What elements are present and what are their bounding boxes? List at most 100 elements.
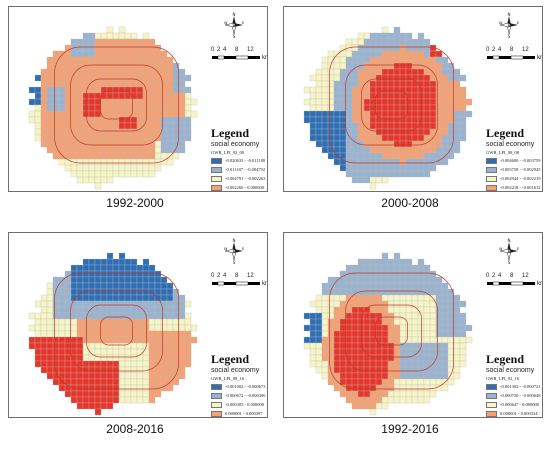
- scale-tick-label: 4: [498, 273, 502, 279]
- grid-cell: [124, 152, 132, 160]
- grid-cell: [166, 74, 174, 82]
- legend-subtitle: social economy: [211, 141, 260, 148]
- grid-cell: [148, 318, 156, 326]
- grid-cell: [393, 390, 401, 398]
- grid-cell: [339, 68, 347, 76]
- grid-cell: [345, 110, 353, 118]
- grid-cell: [393, 134, 401, 142]
- grid-cell: [100, 336, 108, 344]
- grid-cell: [148, 348, 156, 356]
- grid-cell: [339, 98, 347, 106]
- grid-cell: [166, 288, 174, 296]
- grid-cell: [423, 134, 431, 142]
- legend: Legend social economy GWR_LPI_92_00 -0.0…: [211, 127, 267, 191]
- grid-cell: [82, 276, 90, 284]
- grid-cell: [333, 384, 341, 392]
- grid-cell: [160, 122, 168, 130]
- scale-tick-label: 12: [247, 47, 254, 53]
- grid-cell: [64, 110, 72, 118]
- grid-cell: [112, 50, 120, 58]
- grid-cell: [76, 330, 84, 338]
- grid-cell: [333, 152, 341, 160]
- grid-cell: [423, 300, 431, 308]
- grid-cell: [58, 342, 66, 350]
- grid-cell: [52, 348, 60, 356]
- grid-cell: [70, 122, 78, 130]
- grid-cell: [453, 116, 461, 124]
- grid-cell: [399, 146, 407, 154]
- scale-tick-label: 12: [522, 273, 529, 279]
- grid-cell: [315, 74, 323, 82]
- grid-cell: [411, 116, 419, 124]
- scale-tick-label: 2: [217, 47, 221, 53]
- grid-cell: [112, 276, 120, 284]
- grid-cell: [160, 62, 168, 70]
- grid-cell: [345, 324, 353, 332]
- grid-cell: [82, 50, 90, 58]
- grid-cell: [381, 152, 389, 160]
- grid-cell: [100, 98, 108, 106]
- grid-cell: [399, 74, 407, 82]
- grid-cell: [381, 282, 389, 290]
- grid-cell: [387, 378, 395, 386]
- grid-cell: [363, 44, 371, 52]
- grid-cell: [381, 318, 389, 326]
- grid-cell: [339, 372, 347, 380]
- grid-cell: [345, 164, 353, 172]
- grid-cell: [124, 122, 132, 130]
- grid-cell: [130, 312, 138, 320]
- grid-cell: [130, 348, 138, 356]
- grid-cell: [40, 68, 48, 76]
- grid-cell: [172, 92, 180, 100]
- grid-cell: [357, 38, 365, 46]
- grid-cell: [154, 152, 162, 160]
- grid-cell: [154, 86, 162, 94]
- grid-cell: [339, 342, 347, 350]
- grid-cell: [88, 110, 96, 118]
- legend-swatch: [486, 185, 497, 191]
- grid-cell: [166, 300, 174, 308]
- grid-cell: [148, 300, 156, 308]
- grid-cell: [88, 330, 96, 338]
- grid-cell: [190, 336, 198, 344]
- grid-cell: [381, 384, 389, 392]
- grid-cell: [351, 312, 359, 320]
- grid-cell: [351, 270, 359, 278]
- legend-item: -0.002944 - -0.002219: [486, 175, 542, 183]
- grid-cell: [106, 134, 114, 142]
- grid-cell: [142, 276, 150, 284]
- grid-cell: [58, 354, 66, 362]
- grid-cell: [309, 134, 317, 142]
- grid-cell: [423, 336, 431, 344]
- grid-cell: [327, 50, 335, 58]
- grid-cell: [166, 104, 174, 112]
- grid-cell: [387, 140, 395, 148]
- grid-cell: [106, 324, 114, 332]
- grid-cell: [112, 158, 120, 166]
- grid-cell: [459, 360, 467, 368]
- grid-cell: [339, 62, 347, 70]
- grid-cell: [441, 360, 449, 368]
- grid-cell: [447, 300, 455, 308]
- grid-cell: [327, 86, 335, 94]
- grid-cell: [315, 140, 323, 148]
- grid-cell: [46, 104, 54, 112]
- grid-cell: [435, 318, 443, 326]
- grid-cell: [399, 134, 407, 142]
- grid-cell: [70, 342, 78, 350]
- grid-cell: [321, 300, 329, 308]
- grid-cell: [76, 390, 84, 398]
- grid-cell: [82, 74, 90, 82]
- grid-cell: [381, 294, 389, 302]
- grid-cell: [136, 282, 144, 290]
- grid-cell: [429, 50, 437, 58]
- grid-cell: [393, 288, 401, 296]
- grid-cell: [136, 342, 144, 350]
- grid-cell: [88, 312, 96, 320]
- grid-cell: [142, 282, 150, 290]
- grid-cell: [154, 390, 162, 398]
- grid-cell: [142, 68, 150, 76]
- grid-cell: [357, 158, 365, 166]
- ring-road-line: [54, 46, 179, 164]
- grid-cell: [124, 92, 132, 100]
